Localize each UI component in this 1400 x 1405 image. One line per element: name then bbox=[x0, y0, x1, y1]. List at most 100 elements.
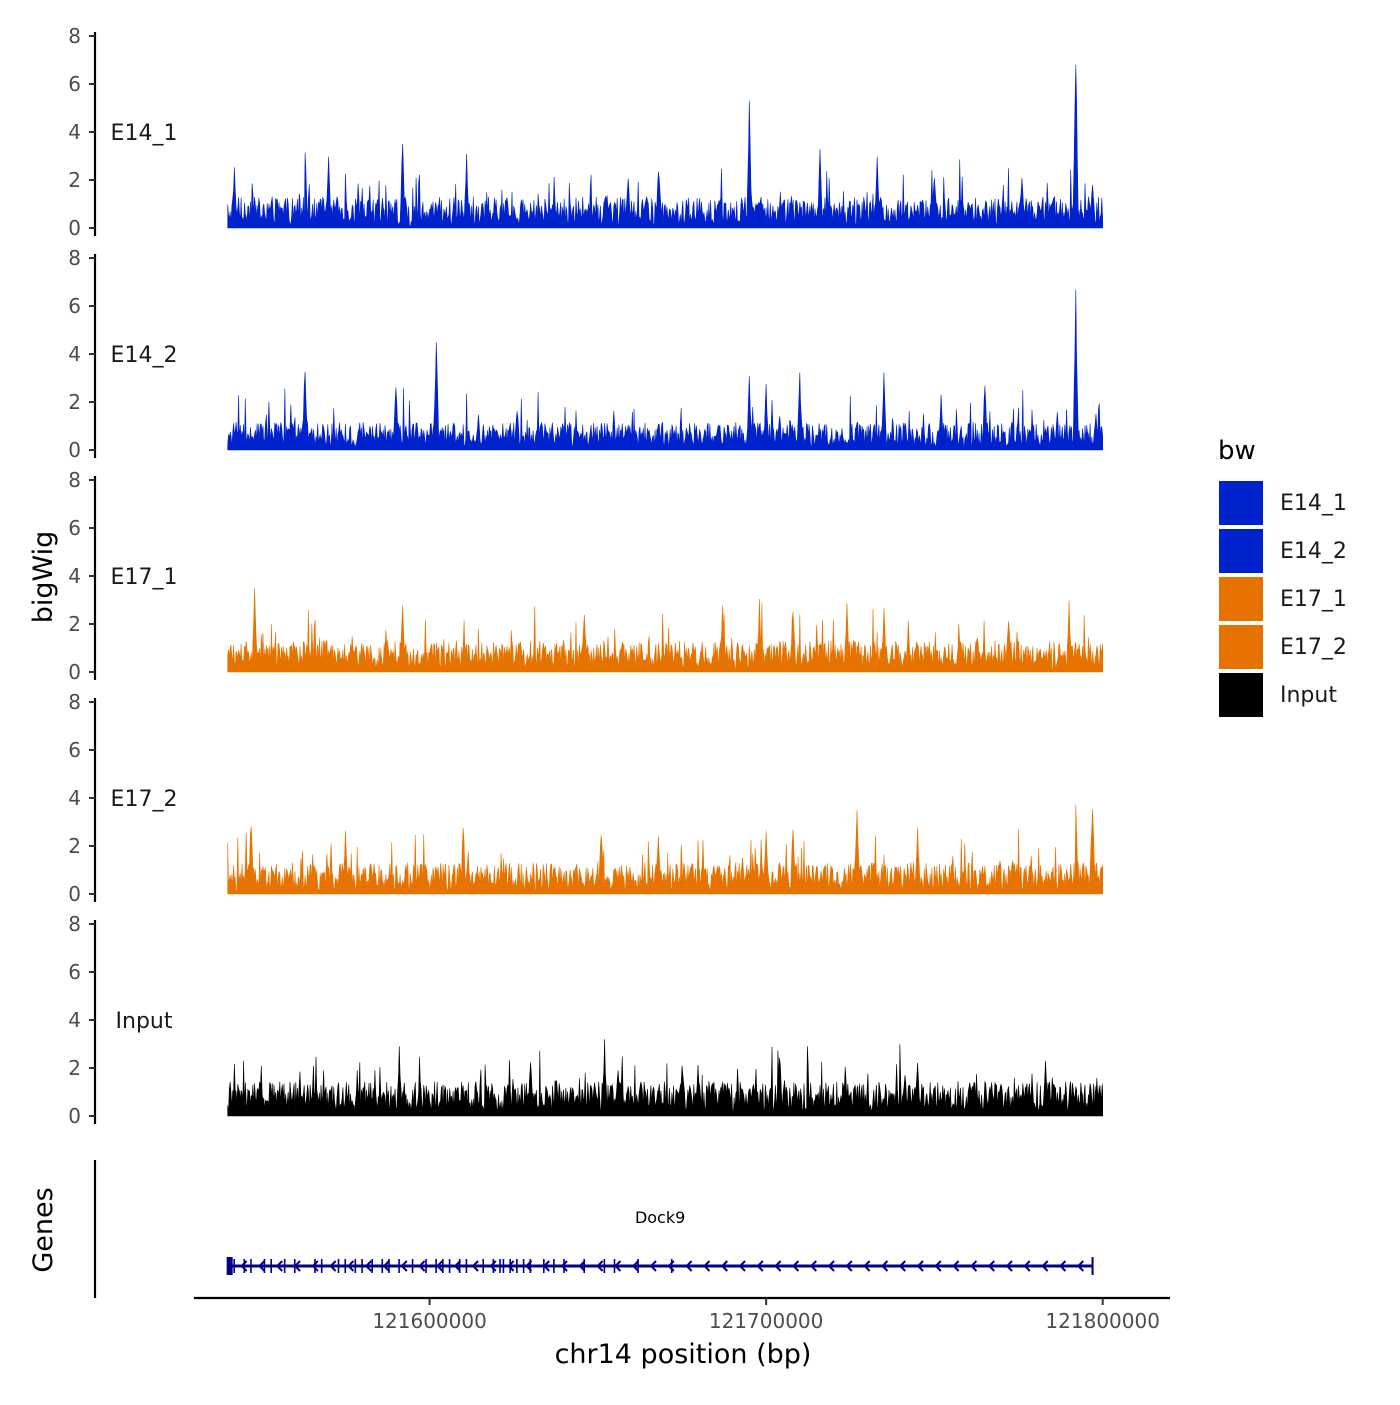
strand-arrow bbox=[400, 1260, 408, 1272]
y-tick-label: 0 bbox=[68, 216, 81, 240]
exon-mark bbox=[458, 1259, 461, 1273]
strand-arrow bbox=[578, 1260, 586, 1272]
exon-mark bbox=[243, 1259, 246, 1273]
exon-mark bbox=[337, 1259, 340, 1273]
strand-arrow bbox=[418, 1260, 426, 1272]
y-tick-label: 6 bbox=[68, 960, 81, 984]
strand-arrow bbox=[809, 1260, 817, 1272]
strand-arrow bbox=[347, 1260, 355, 1272]
track-label: E14_2 bbox=[111, 343, 178, 368]
strand-arrow bbox=[382, 1260, 390, 1272]
y-tick-label: 8 bbox=[68, 24, 81, 48]
strand-arrow bbox=[329, 1260, 337, 1272]
strand-arrow bbox=[1023, 1260, 1031, 1272]
strand-arrow bbox=[756, 1260, 764, 1272]
strand-arrow bbox=[827, 1260, 835, 1272]
y-tick-label: 2 bbox=[68, 390, 81, 414]
strand-arrow bbox=[720, 1260, 728, 1272]
y-tick-label: 2 bbox=[68, 168, 81, 192]
gene-name-label: Dock9 bbox=[635, 1208, 685, 1227]
track-e14-1: 0 2 4 6 8 E14_1 bbox=[68, 24, 1103, 240]
exon-mark bbox=[361, 1259, 363, 1273]
exon-mark bbox=[502, 1259, 505, 1273]
track-label: E17_2 bbox=[111, 787, 178, 812]
signal-area-e14-1 bbox=[227, 64, 1103, 229]
strand-arrow bbox=[311, 1260, 319, 1272]
y-tick-label: 8 bbox=[68, 468, 81, 492]
strand-arrow bbox=[970, 1260, 978, 1272]
strand-arrow bbox=[507, 1260, 515, 1272]
legend-swatch bbox=[1217, 527, 1265, 575]
strand-arrow bbox=[631, 1260, 639, 1272]
strand-arrow bbox=[293, 1260, 301, 1272]
strand-arrow bbox=[916, 1260, 924, 1272]
strand-arrow bbox=[845, 1260, 853, 1272]
bigwig-tracks: 0 2 4 6 8 E14_1 0 2 4 6 8 E14_2 0 2 4 6 8 E17_1 0 2 4 6 8 E17_2… bbox=[68, 24, 1103, 1128]
exon-mark bbox=[398, 1259, 400, 1273]
legend-label: Input bbox=[1280, 683, 1337, 708]
y-tick-label: 4 bbox=[68, 120, 81, 144]
strand-arrow bbox=[596, 1260, 604, 1272]
exon-mark bbox=[388, 1259, 390, 1273]
legend-swatch bbox=[1217, 623, 1265, 671]
y-tick-label: 6 bbox=[68, 72, 81, 96]
exon-mark bbox=[670, 1259, 673, 1273]
legend-swatch bbox=[1217, 575, 1265, 623]
exon-mark bbox=[371, 1259, 373, 1273]
legend-item-e14-2: E14_2 bbox=[1217, 527, 1347, 575]
signal-area-e17-2 bbox=[227, 804, 1103, 895]
x-tick-label: 121700000 bbox=[709, 1309, 824, 1333]
exon-mark bbox=[263, 1259, 266, 1273]
strand-arrow bbox=[774, 1260, 782, 1272]
strand-arrow bbox=[560, 1260, 568, 1272]
strand-arrow bbox=[952, 1260, 960, 1272]
exon-mark bbox=[637, 1259, 639, 1273]
exon-mark bbox=[492, 1259, 495, 1273]
strand-arrow bbox=[685, 1260, 693, 1272]
exon-mark bbox=[233, 1259, 235, 1273]
strand-arrow bbox=[471, 1260, 479, 1272]
strand-arrow bbox=[792, 1260, 800, 1272]
exon-mark bbox=[583, 1259, 585, 1273]
y-tick-label: 0 bbox=[68, 438, 81, 462]
strand-arrow bbox=[667, 1260, 675, 1272]
strand-arrow bbox=[898, 1260, 906, 1272]
y-tick-label: 2 bbox=[68, 1056, 81, 1080]
legend-item-e17-2: E17_2 bbox=[1217, 623, 1347, 671]
strand-arrow bbox=[649, 1260, 657, 1272]
exon-mark bbox=[250, 1259, 252, 1273]
y-axis-title: bigWig bbox=[28, 531, 59, 624]
y-tick-label: 8 bbox=[68, 912, 81, 936]
track-label: E14_1 bbox=[111, 121, 178, 146]
exon-mark bbox=[270, 1259, 273, 1273]
signal-area-input bbox=[227, 1039, 1103, 1117]
y-tick-label: 0 bbox=[68, 1104, 81, 1128]
y-tick-label: 8 bbox=[68, 246, 81, 270]
exon-mark bbox=[522, 1259, 525, 1273]
exon-mark bbox=[283, 1259, 286, 1273]
legend-label: E14_1 bbox=[1280, 491, 1347, 516]
legend-swatch bbox=[1217, 671, 1265, 719]
strand-arrow bbox=[863, 1260, 871, 1272]
strand-arrow bbox=[703, 1260, 711, 1272]
exon-mark bbox=[529, 1259, 532, 1273]
exon-mark bbox=[442, 1259, 444, 1273]
y-tick-label: 4 bbox=[68, 1008, 81, 1032]
legend: bw E14_1 E14_2 E17_1 E17_2 Input bbox=[1217, 436, 1347, 719]
track-e17-1: 0 2 4 6 8 E17_1 bbox=[68, 468, 1103, 684]
strand-arrow bbox=[738, 1260, 746, 1272]
signal-area-e14-2 bbox=[227, 289, 1103, 451]
strand-arrow bbox=[364, 1260, 372, 1272]
strand-arrow bbox=[614, 1260, 622, 1272]
signal-area-e17-1 bbox=[227, 588, 1103, 673]
strand-arrow bbox=[1041, 1260, 1049, 1272]
legend-title: bw bbox=[1218, 436, 1256, 466]
exon-mark bbox=[509, 1259, 511, 1273]
y-tick-label: 0 bbox=[68, 882, 81, 906]
exon-mark bbox=[344, 1259, 347, 1273]
exon-mark bbox=[411, 1259, 414, 1273]
strand-arrow bbox=[489, 1260, 497, 1272]
legend-item-e14-1: E14_1 bbox=[1217, 479, 1347, 527]
